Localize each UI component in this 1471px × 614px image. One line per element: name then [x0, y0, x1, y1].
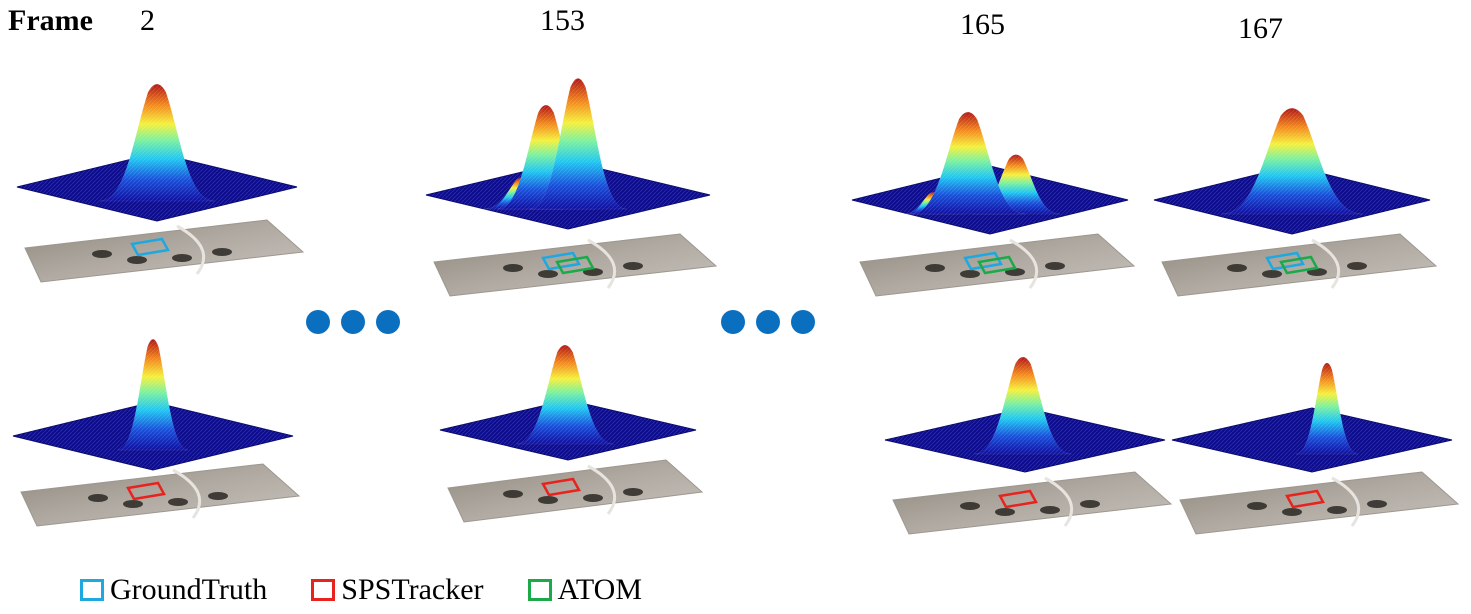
- insect-blob: [538, 496, 558, 504]
- insect-blob: [1282, 508, 1302, 516]
- heatmap-panel-top-frame-153: [425, 78, 718, 297]
- insect-blob: [503, 490, 523, 498]
- insect-blob: [925, 264, 945, 272]
- insect-blob: [1080, 500, 1100, 508]
- insect-blob: [1247, 502, 1267, 510]
- ellipsis-dots-2: [721, 310, 815, 334]
- response-peak-mesh: [910, 112, 1026, 214]
- atom-swatch-icon: [527, 579, 552, 601]
- ellipsis-dot: [376, 310, 400, 334]
- insect-blob: [623, 262, 643, 270]
- frame-number-153: 153: [540, 4, 585, 37]
- response-peak-mesh: [516, 345, 614, 444]
- dish-edge-arc: [1009, 238, 1039, 289]
- dish-edge-arc: [1044, 476, 1074, 527]
- spstracker-bounding-box: [1285, 489, 1325, 509]
- dish-edge-arc: [176, 224, 206, 275]
- dish-edge-arc: [587, 464, 617, 515]
- ellipsis-dot: [341, 310, 365, 334]
- heatmap-panel-top-frame-2: [16, 83, 305, 283]
- legend-item-groundtruth: GroundTruth: [80, 573, 267, 607]
- frame-label-word: Frame: [8, 4, 93, 37]
- spstracker-bounding-box: [126, 481, 166, 501]
- ellipsis-dot: [756, 310, 780, 334]
- heatmap-panel-bottom-frame-165: [884, 356, 1173, 535]
- groundtruth-bounding-box: [963, 251, 1003, 271]
- insect-blob: [88, 494, 108, 502]
- dish-edge-arc: [1331, 476, 1361, 527]
- insect-blob: [503, 264, 523, 272]
- atom-bounding-box: [555, 255, 595, 275]
- ellipsis-dot: [306, 310, 330, 334]
- insect-blob: [1040, 506, 1060, 514]
- dish-edge-arc: [587, 238, 617, 289]
- response-peak-mesh: [974, 356, 1072, 454]
- legend-label-spstracker: SPSTracker: [341, 573, 484, 606]
- dish-edge-arc: [172, 468, 202, 519]
- frame-number-2: 2: [140, 4, 155, 37]
- dish-edge-arc: [1311, 238, 1341, 289]
- groundtruth-bounding-box: [541, 251, 581, 271]
- ellipsis-dot: [721, 310, 745, 334]
- insect-blob: [1045, 262, 1065, 270]
- spstracker-swatch-icon: [311, 579, 336, 601]
- insect-blob: [208, 492, 228, 500]
- insect-blob: [123, 500, 143, 508]
- frame-number-165: 165: [960, 8, 1005, 41]
- heatmap-panel-bottom-frame-167: [1171, 362, 1460, 535]
- insect-blob: [1327, 506, 1347, 514]
- ellipsis-dot: [791, 310, 815, 334]
- response-peak-mesh: [117, 339, 189, 450]
- heatmap-panel-top-frame-165: [851, 111, 1136, 297]
- spstracker-bounding-box: [998, 489, 1038, 509]
- insect-blob: [960, 270, 980, 278]
- heatmap-panel-bottom-frame-153: [439, 344, 704, 523]
- response-peak-mesh: [99, 84, 215, 201]
- frame-number-167: 167: [1238, 12, 1283, 45]
- atom-bounding-box: [1279, 255, 1319, 275]
- legend: GroundTruth SPSTracker ATOM: [80, 572, 686, 608]
- groundtruth-swatch-icon: [80, 579, 104, 601]
- insect-blob: [92, 250, 112, 258]
- insect-blob: [960, 502, 980, 510]
- spstracker-bounding-box: [541, 477, 581, 497]
- atom-bounding-box: [977, 255, 1017, 275]
- insect-blob: [172, 254, 192, 262]
- legend-label-atom: ATOM: [557, 573, 642, 606]
- legend-item-spstracker: SPSTracker: [311, 573, 484, 607]
- insect-blob: [168, 498, 188, 506]
- insect-blob: [1347, 262, 1367, 270]
- legend-item-atom: ATOM: [527, 573, 642, 607]
- groundtruth-bounding-box: [1265, 251, 1305, 271]
- heatmap-panel-top-frame-167: [1153, 107, 1438, 297]
- insect-blob: [538, 270, 558, 278]
- insect-blob: [1262, 270, 1282, 278]
- insect-blob: [212, 248, 232, 256]
- heatmap-panel-bottom-frame-2: [12, 338, 301, 527]
- response-peak-mesh: [1221, 108, 1363, 214]
- insect-blob: [995, 508, 1015, 516]
- response-peak-mesh: [1296, 362, 1358, 454]
- insect-blob: [623, 488, 643, 496]
- response-peak-mesh: [529, 78, 627, 209]
- insect-blob: [1227, 264, 1247, 272]
- insect-blob: [583, 494, 603, 502]
- insect-blob: [1367, 500, 1387, 508]
- insect-blob: [127, 256, 147, 264]
- ellipsis-dots-1: [306, 310, 400, 334]
- legend-label-groundtruth: GroundTruth: [110, 573, 268, 606]
- groundtruth-bounding-box: [130, 237, 170, 257]
